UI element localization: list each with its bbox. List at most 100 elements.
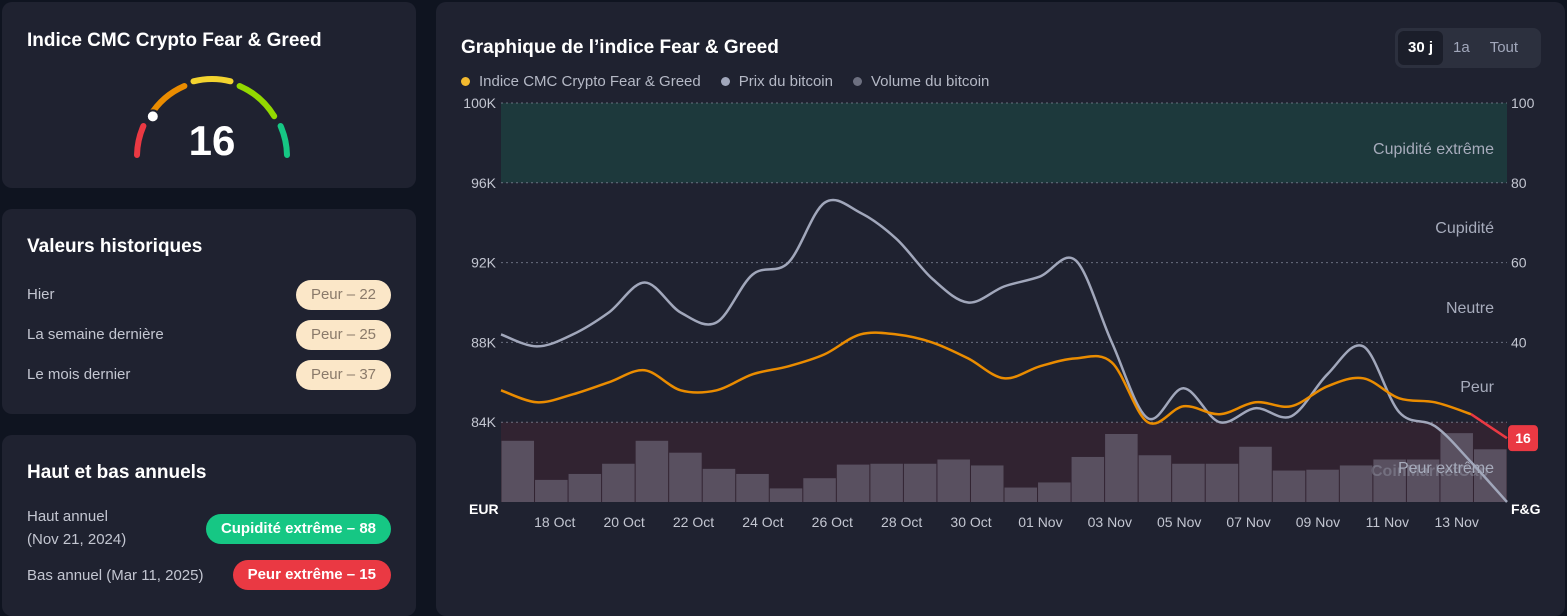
gauge-segment-neutral [190, 76, 234, 85]
gauge-segment-greed [236, 83, 278, 120]
annual-low-label: Bas annuel (Mar 11, 2025) [27, 567, 204, 584]
volume-bar [635, 440, 669, 502]
volume-bar [736, 473, 769, 502]
fear-greed-chart-card: 100K 96K 92K 88K 84K 100 80 60 40 EUR F&G 18 Oct 20 … [436, 2, 1565, 616]
range-tabs: 30 j 1a Tout [1395, 28, 1541, 68]
legend-dot-bitcoin-price [720, 77, 730, 86]
x-axis-tick: 09 Nov [1296, 514, 1340, 530]
volume-bar [1004, 487, 1038, 502]
watermark: CoinMarketCap [1371, 463, 1489, 480]
historical-card-title: Valeurs historiques [27, 236, 203, 257]
historical-values-card: Valeurs historiques Hier Peur – 22 La se… [2, 209, 416, 414]
annual-high-low-card: Haut et bas annuels Haut annuel (Nov 21,… [2, 435, 416, 616]
x-axis-tick: 18 Oct [534, 514, 575, 530]
right-axis-tick: 40 [1511, 334, 1527, 350]
x-axis-tick: 13 Nov [1435, 514, 1479, 530]
chart-legend: Indice CMC Crypto Fear & Greed Prix du b… [461, 73, 989, 90]
volume-bar [1373, 459, 1406, 502]
zone-label: Cupidité extrême [1373, 141, 1494, 158]
fear-greed-line [500, 331, 1472, 425]
history-badge-last-month: Peur – 37 [295, 360, 391, 390]
annual-high-date: (Nov 21, 2024) [27, 531, 127, 548]
right-axis-unit: F&G [1511, 501, 1541, 517]
volume-bar [937, 459, 970, 502]
zone-label: Cupidité [1435, 220, 1494, 237]
x-axis-tick: 01 Nov [1018, 514, 1062, 530]
annual-high-label: Haut annuel [27, 508, 108, 525]
tab-1-year[interactable]: 1a [1453, 39, 1470, 56]
zone-extreme-greed [501, 103, 1507, 183]
legend-label-bitcoin-price: Prix du bitcoin [738, 73, 833, 90]
volume-bar [1172, 463, 1205, 502]
x-axis-tick: 11 Nov [1366, 514, 1409, 530]
volume-bar [669, 452, 702, 502]
zone-label: Neutre [1446, 300, 1494, 317]
volume-bar [803, 478, 836, 502]
volume-bar [836, 464, 870, 502]
volume-bar [1272, 470, 1306, 502]
annual-high-badge: Cupidité extrême – 88 [205, 514, 391, 544]
fear-greed-value: 16 [188, 117, 236, 164]
volume-bar [769, 488, 803, 502]
legend-item-bitcoin-price[interactable]: Prix du bitcoin [720, 73, 833, 90]
fear-greed-gauge: 16 [127, 72, 297, 167]
chart-title: Graphique de l’indice Fear & Greed [461, 37, 779, 58]
volume-bar [870, 463, 903, 502]
current-value-badge [1508, 425, 1538, 452]
annual-low-badge: Peur extrême – 15 [232, 560, 391, 590]
legend-item-bitcoin-volume[interactable]: Volume du bitcoin [852, 73, 989, 90]
history-row-label-last-month: Le mois dernier [27, 366, 131, 383]
tab-all[interactable]: Tout [1489, 39, 1519, 56]
legend-label-fear-greed: Indice CMC Crypto Fear & Greed [479, 73, 701, 90]
left-axis-tick: 92K [471, 255, 497, 271]
index-card-title: Indice CMC Crypto Fear & Greed [27, 30, 322, 51]
volume-bar [602, 463, 635, 502]
legend-item-fear-greed[interactable]: Indice CMC Crypto Fear & Greed [461, 73, 701, 90]
volume-bar [1473, 449, 1507, 502]
volume-bar [535, 479, 568, 502]
bitcoin-price-line [500, 198, 1508, 503]
fear-greed-line-latest [1470, 413, 1508, 440]
history-row-label-last-week: La semaine dernière [27, 326, 164, 343]
volume-bar [1440, 433, 1473, 502]
legend-dot-fear-greed [461, 77, 470, 86]
volume-bar [970, 465, 1004, 502]
current-value-badge-text: 16 [1515, 430, 1531, 446]
fear-greed-index-card: Indice CMC Crypto Fear & Greed 16 [2, 2, 416, 188]
x-axis-tick: 03 Nov [1088, 514, 1132, 530]
left-axis-tick: 100K [463, 95, 496, 111]
left-axis-tick: 88K [471, 334, 497, 350]
left-axis-unit: EUR [469, 501, 499, 517]
volume-bar [1205, 463, 1239, 502]
gauge-segment-extreme-greed [277, 123, 290, 158]
left-axis-tick: 96K [471, 175, 497, 191]
volume-bar [501, 440, 535, 502]
volume-bar [1105, 434, 1138, 502]
volume-bar [1038, 482, 1071, 502]
fear-greed-chart[interactable]: 100K 96K 92K 88K 84K 100 80 60 40 EUR F&G 18 Oct 20 … [436, 2, 1565, 616]
history-row-label-yesterday: Hier [27, 286, 55, 303]
x-axis-tick: 07 Nov [1226, 514, 1270, 530]
history-badge-yesterday: Peur – 22 [295, 280, 391, 310]
right-axis-tick: 60 [1511, 255, 1527, 271]
gauge-segment-extreme-fear [134, 123, 147, 158]
x-axis-tick: 20 Oct [604, 514, 645, 530]
annual-card-title: Haut et bas annuels [27, 462, 207, 483]
tab-30-days[interactable]: 30 j [1398, 31, 1444, 65]
history-badge-last-week: Peur – 25 [295, 320, 391, 350]
x-axis-tick: 22 Oct [673, 514, 714, 530]
left-axis-tick: 84K [471, 414, 497, 430]
volume-bar [1239, 446, 1272, 502]
x-axis-tick: 28 Oct [881, 514, 922, 530]
volume-bar [1071, 456, 1105, 502]
x-axis-tick: 30 Oct [950, 514, 991, 530]
x-axis-tick: 26 Oct [812, 514, 853, 530]
volume-bar [702, 468, 736, 502]
volume-bar [1138, 455, 1172, 502]
volume-bar [1306, 469, 1339, 502]
right-axis-tick: 80 [1511, 175, 1527, 191]
volume-bar [568, 473, 602, 502]
volume-bar [1339, 465, 1373, 502]
gauge-indicator-dot [145, 109, 160, 124]
zone-label: Peur extrême [1398, 460, 1494, 477]
